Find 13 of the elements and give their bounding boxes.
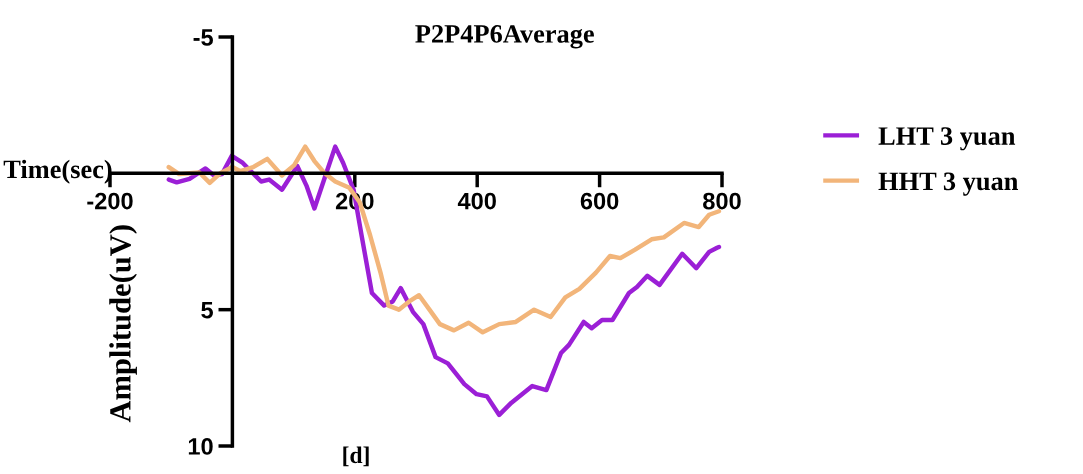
- x-tick-label: 600: [580, 192, 619, 210]
- y-axis-title: Amplitude(uV): [109, 225, 137, 423]
- text: [d]: [343, 446, 369, 467]
- y-tick-label: 5: [201, 301, 213, 319]
- y-tick-label: 10: [188, 438, 213, 455]
- y-tick-label: -5: [193, 29, 213, 46]
- x-tick-label: 400: [457, 192, 496, 210]
- legend-label: LHT 3 yuan: [878, 127, 1016, 151]
- x-tick-label: 800: [703, 192, 741, 210]
- chart-title: P2P4P6Average: [415, 25, 594, 49]
- x-axis-title: Time(sec): [3, 159, 112, 184]
- x-tick-label: -200: [87, 192, 133, 210]
- legend-label: HHT 3 yuan: [878, 172, 1019, 196]
